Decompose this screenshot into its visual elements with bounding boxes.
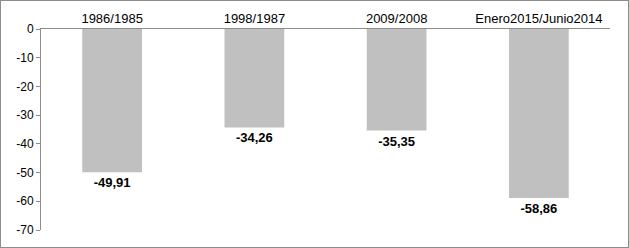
svg-text:1986/1985: 1986/1985 xyxy=(81,11,142,26)
svg-text:-70: -70 xyxy=(16,223,34,237)
svg-text:-49,91: -49,91 xyxy=(94,175,131,190)
svg-text:0: 0 xyxy=(27,22,34,36)
svg-text:-34,26: -34,26 xyxy=(236,130,273,145)
svg-text:-20: -20 xyxy=(16,80,34,94)
svg-text:-40: -40 xyxy=(16,137,34,151)
svg-text:-60: -60 xyxy=(16,194,34,208)
svg-text:-50: -50 xyxy=(16,166,34,180)
svg-text:2009/2008: 2009/2008 xyxy=(366,11,427,26)
svg-text:-35,35: -35,35 xyxy=(378,134,415,149)
svg-text:Enero2015/Junio2014: Enero2015/Junio2014 xyxy=(475,11,602,26)
svg-text:-30: -30 xyxy=(16,108,34,122)
svg-text:1998/1987: 1998/1987 xyxy=(224,11,285,26)
svg-text:-58,86: -58,86 xyxy=(520,201,557,216)
svg-text:-10: -10 xyxy=(16,51,34,65)
